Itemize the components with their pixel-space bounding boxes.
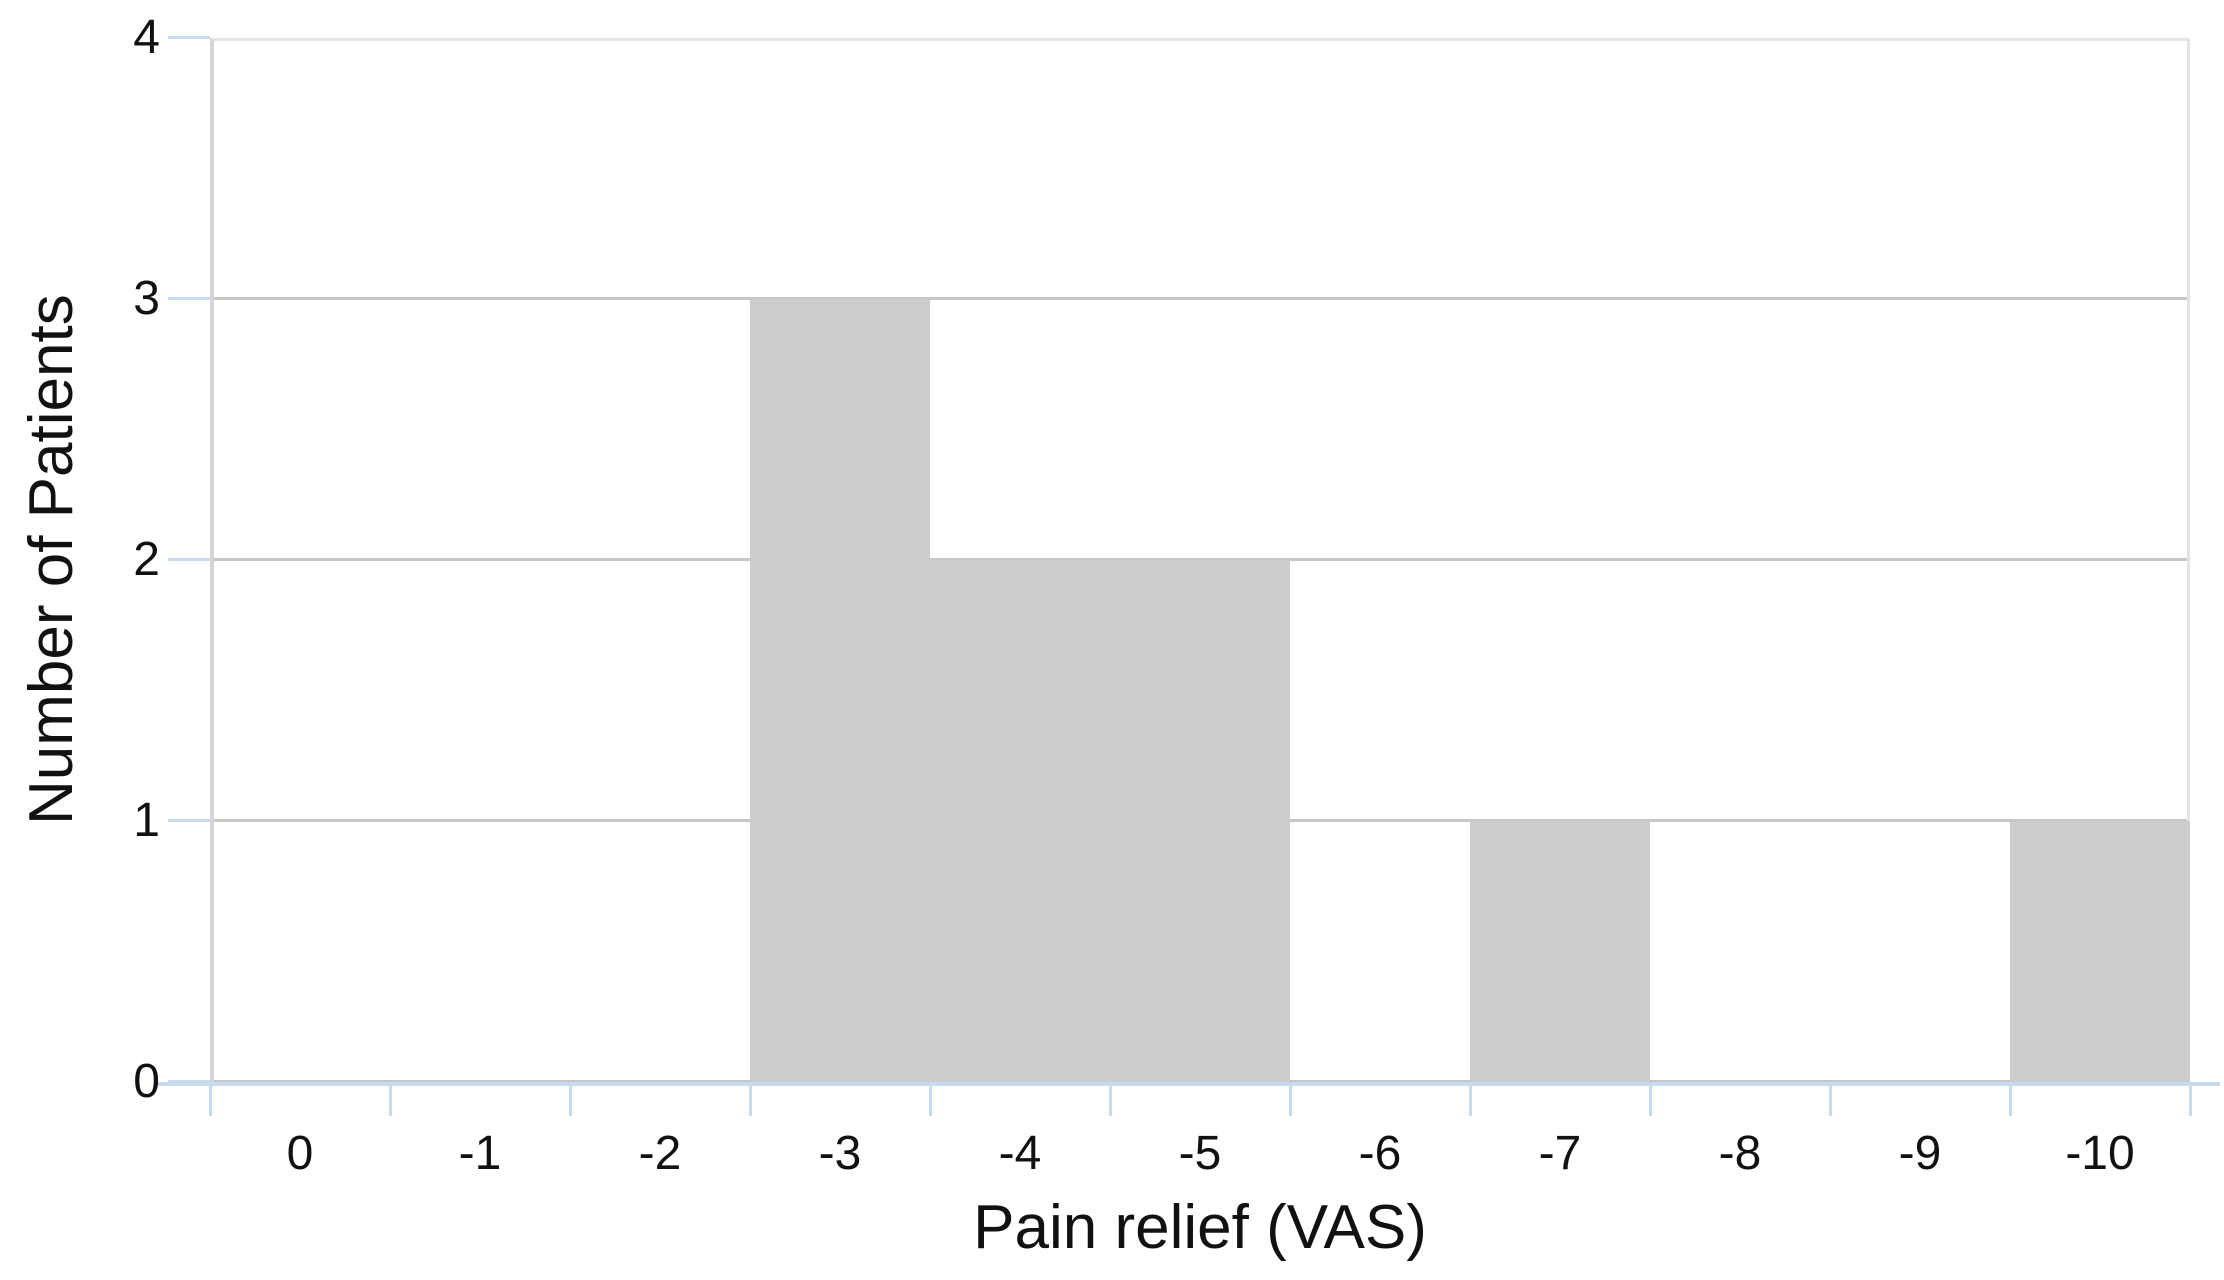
y-tick-1 bbox=[168, 819, 210, 822]
y-tick-label-3: 3 bbox=[133, 272, 160, 325]
x-tick-boundary-3 bbox=[748, 1082, 752, 1116]
y-tick-label-4: 4 bbox=[133, 11, 160, 64]
x-axis-title: Pain relief (VAS) bbox=[973, 1193, 1427, 1262]
x-tick-boundary-9 bbox=[1828, 1082, 1832, 1116]
y-tick-label-1: 1 bbox=[133, 794, 160, 847]
bar--3 bbox=[750, 299, 930, 1082]
x-tick-label--3: -3 bbox=[818, 1127, 862, 1180]
x-tick-boundary-7 bbox=[1468, 1082, 1472, 1116]
x-tick-boundary-2 bbox=[568, 1082, 572, 1116]
x-tick-label--8: -8 bbox=[1718, 1127, 1762, 1180]
gridline-y-2 bbox=[214, 558, 2187, 561]
y-tick-0 bbox=[168, 1080, 210, 1083]
x-tick-label--5: -5 bbox=[1178, 1127, 1222, 1180]
x-tick-boundary-1 bbox=[388, 1082, 392, 1116]
x-tick-label--7: -7 bbox=[1538, 1127, 1582, 1180]
x-tick-label--9: -9 bbox=[1898, 1127, 1942, 1180]
plot-area bbox=[210, 38, 2190, 1083]
x-tick-boundary-11 bbox=[2188, 1082, 2192, 1116]
x-tick-boundary-10 bbox=[2008, 1082, 2012, 1116]
y-tick-3 bbox=[168, 297, 210, 300]
y-tick-label-2: 2 bbox=[133, 533, 160, 586]
x-tick-label--10: -10 bbox=[2065, 1127, 2135, 1180]
x-tick-boundary-4 bbox=[928, 1082, 932, 1116]
x-tick-label--6: -6 bbox=[1358, 1127, 1402, 1180]
x-tick-label--4: -4 bbox=[998, 1127, 1042, 1180]
x-tick-boundary-5 bbox=[1108, 1082, 1112, 1116]
x-tick-boundary-6 bbox=[1288, 1082, 1292, 1116]
bar--4 bbox=[930, 560, 1110, 1082]
bar--10 bbox=[2010, 821, 2190, 1082]
x-axis-line bbox=[155, 1082, 2220, 1086]
x-tick-label--1: -1 bbox=[458, 1127, 502, 1180]
gridline-y-3 bbox=[214, 297, 2187, 300]
x-tick-boundary-0 bbox=[208, 1082, 212, 1116]
x-tick-label--2: -2 bbox=[638, 1127, 682, 1180]
y-tick-4 bbox=[168, 36, 210, 39]
bar--7 bbox=[1470, 821, 1650, 1082]
y-tick-label-0: 0 bbox=[133, 1055, 160, 1108]
x-tick-boundary-8 bbox=[1648, 1082, 1652, 1116]
y-tick-2 bbox=[168, 558, 210, 561]
bar--5 bbox=[1110, 560, 1290, 1082]
x-tick-label-0: 0 bbox=[286, 1127, 314, 1180]
